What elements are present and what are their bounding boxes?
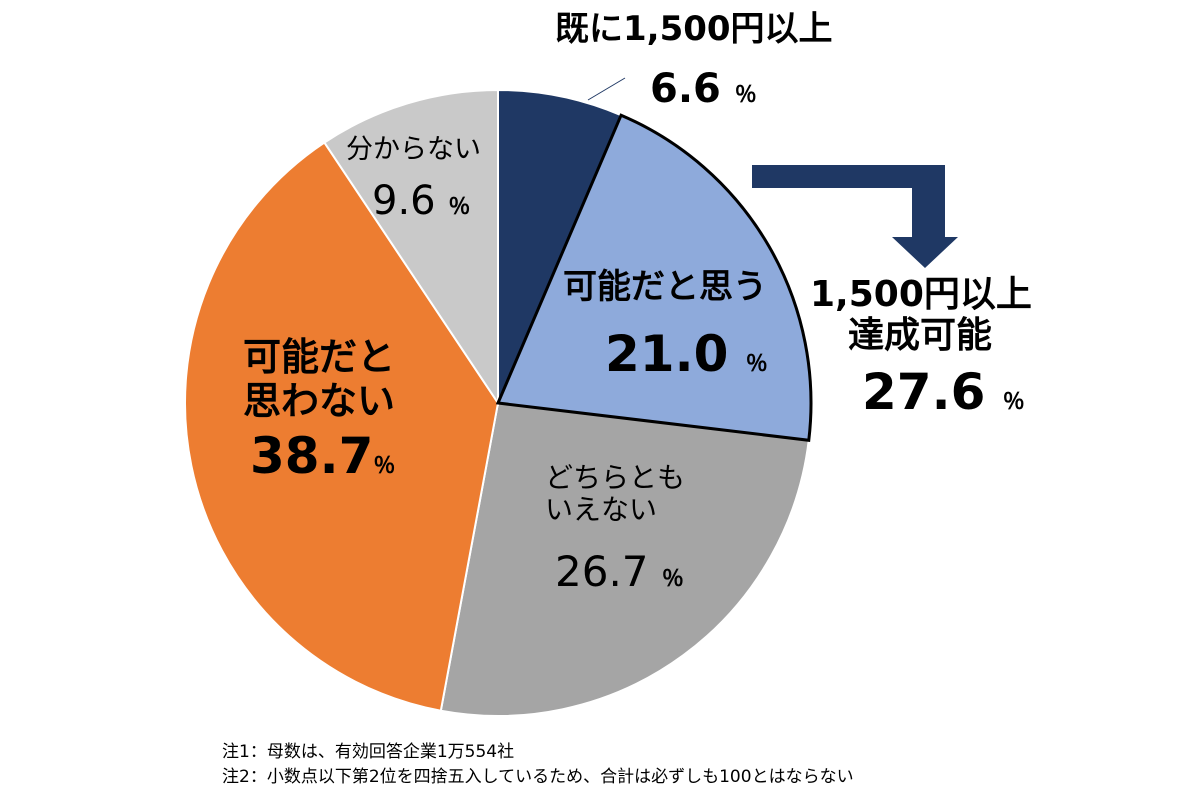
value-neither: 26.7 ％: [555, 547, 684, 596]
label-notpossible: 可能だと 思わない: [243, 335, 396, 423]
label-achievable: 1,500円以上 達成可能: [810, 274, 1032, 357]
note-1: 注1：母数は、有効回答企業1万554社: [222, 742, 515, 762]
pie-slice-4: [323, 88, 499, 407]
pie-slice-0: [497, 88, 623, 404]
pie-slice-3: [184, 141, 500, 712]
leader-line: [587, 77, 626, 101]
note-2: 注2：小数点以下第2位を四捨五入しているため、合計は必ずしも100とはならない: [222, 767, 854, 787]
label-already: 既に1,500円以上: [555, 9, 833, 49]
value-notpossible: 38.7％: [250, 427, 396, 485]
value-unknown: 9.6 ％: [372, 178, 471, 224]
value-possible: 21.0 ％: [605, 325, 768, 383]
pie-slice-2: [439, 401, 810, 717]
value-achievable: 27.6 ％: [862, 363, 1025, 421]
label-neither: どちらとも いえない: [545, 461, 686, 527]
value-already: 6.6 ％: [650, 66, 757, 112]
arrow-icon: [752, 165, 958, 268]
pie-slice-1: [495, 113, 813, 442]
label-unknown: 分からない: [346, 134, 481, 165]
label-possible: 可能だと思う: [563, 267, 767, 307]
